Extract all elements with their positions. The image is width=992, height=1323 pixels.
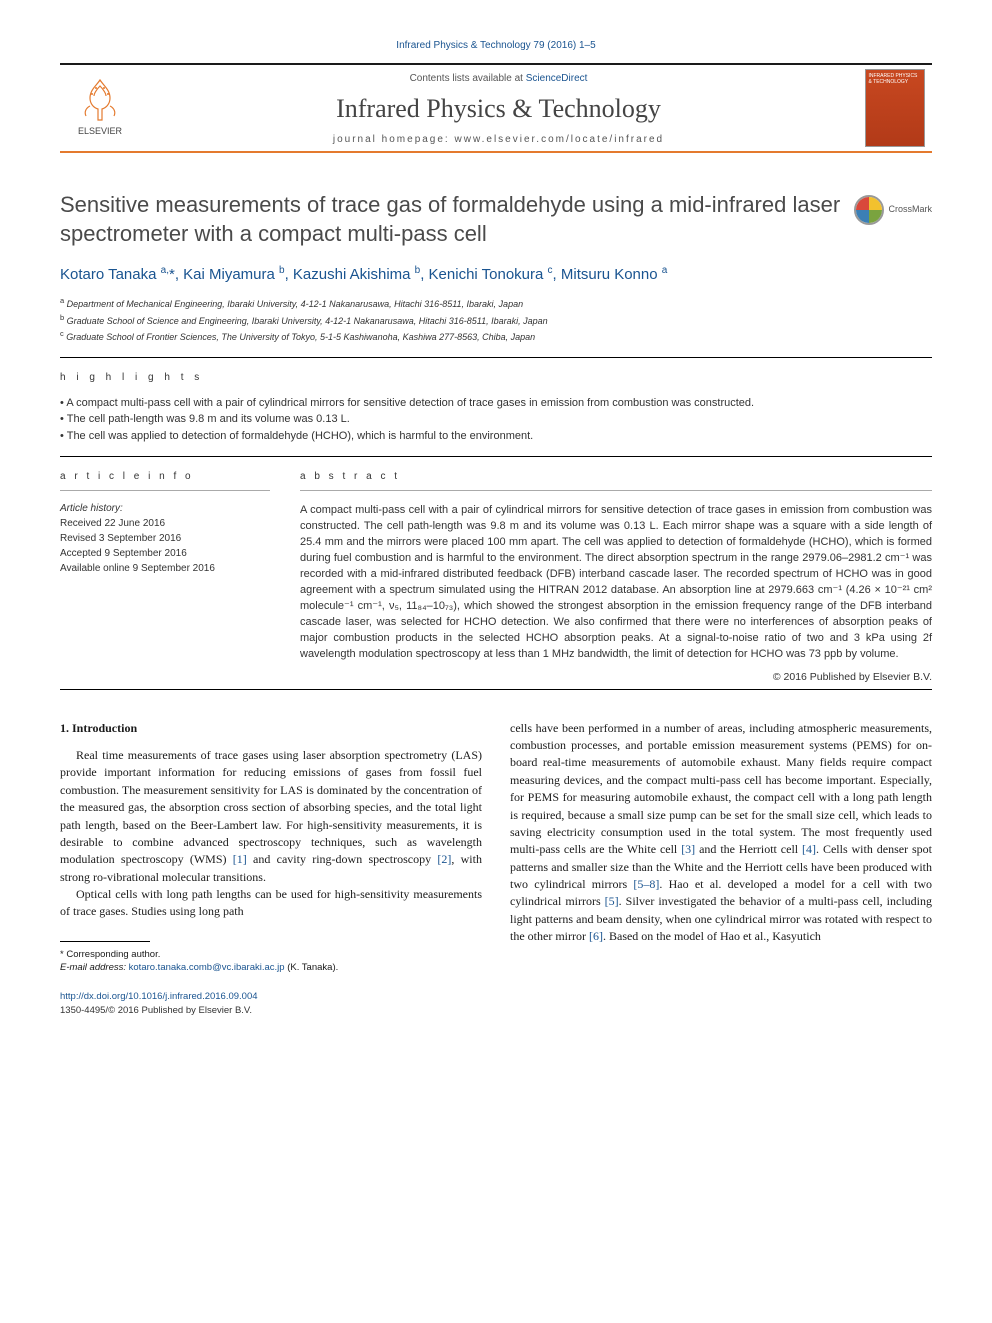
body-paragraph: Real time measurements of trace gases us… [60,747,482,886]
contents-available: Contents lists available at ScienceDirec… [140,73,857,84]
citation-link[interactable]: [2] [437,852,451,866]
body-paragraph: cells have been performed in a number of… [510,720,932,946]
homepage-url[interactable]: www.elsevier.com/locate/infrared [455,134,665,145]
journal-cover-thumbnail: INFRARED PHYSICS & TECHNOLOGY [865,69,925,147]
body-column-right: cells have been performed in a number of… [510,720,932,1017]
article-history: Received 22 June 2016 Revised 3 Septembe… [60,516,270,576]
author-list: Kotaro Tanaka a,*, Kai Miyamura b, Kazus… [60,264,932,285]
citation-link[interactable]: [4] [802,842,816,856]
divider [60,689,932,690]
abstract-heading: a b s t r a c t [300,471,932,482]
crossmark-badge[interactable]: CrossMark [854,195,932,225]
highlight-item: The cell path-length was 9.8 m and its v… [60,411,932,428]
body-column-left: 1. Introduction Real time measurements o… [60,720,482,1017]
highlight-item: The cell was applied to detection of for… [60,428,932,445]
citation-link[interactable]: [1] [233,852,247,866]
doi-link[interactable]: http://dx.doi.org/10.1016/j.infrared.201… [60,991,258,1002]
history-label: Article history: [60,503,270,514]
section-heading-introduction: 1. Introduction [60,720,482,737]
revised-date: Revised 3 September 2016 [60,531,270,546]
accepted-date: Accepted 9 September 2016 [60,546,270,561]
highlight-item: A compact multi-pass cell with a pair of… [60,395,932,412]
journal-title: Infrared Physics & Technology [140,94,857,124]
citation-link[interactable]: [5–8] [633,877,659,891]
received-date: Received 22 June 2016 [60,516,270,531]
author-email-link[interactable]: kotaro.tanaka.comb@vc.ibaraki.ac.jp [129,962,285,973]
abstract-text: A compact multi-pass cell with a pair of… [300,503,932,662]
divider [300,490,932,491]
divider [60,490,270,491]
journal-masthead: ELSEVIER Contents lists available at Sci… [60,63,932,153]
affiliations: a Department of Mechanical Engineering, … [60,295,932,345]
journal-homepage: journal homepage: www.elsevier.com/locat… [140,134,857,145]
citation-link[interactable]: [5] [605,894,619,908]
online-date: Available online 9 September 2016 [60,561,270,576]
article-body: 1. Introduction Real time measurements o… [60,720,932,1017]
citation-link[interactable]: [6] [589,929,603,943]
citation-link[interactable]: [3] [681,842,695,856]
sciencedirect-link[interactable]: ScienceDirect [526,73,588,84]
elsevier-tree-icon [76,76,124,124]
publisher-logo-block: ELSEVIER [60,65,140,151]
highlights-heading: h i g h l i g h t s [60,372,932,383]
crossmark-icon [854,195,884,225]
article-title: Sensitive measurements of trace gas of f… [60,191,932,248]
divider [60,357,932,358]
article-footer: http://dx.doi.org/10.1016/j.infrared.201… [60,990,482,1017]
body-paragraph: Optical cells with long path lengths can… [60,886,482,921]
highlights-list: A compact multi-pass cell with a pair of… [60,395,932,445]
abstract-copyright: © 2016 Published by Elsevier B.V. [300,671,932,683]
running-header: Infrared Physics & Technology 79 (2016) … [60,40,932,51]
article-info-heading: a r t i c l e i n f o [60,471,270,482]
issn-copyright: 1350-4495/© 2016 Published by Elsevier B… [60,1005,252,1016]
publisher-name: ELSEVIER [78,126,122,136]
corresponding-author-note: * Corresponding author. E-mail address: … [60,948,482,975]
footnote-separator [60,941,150,942]
